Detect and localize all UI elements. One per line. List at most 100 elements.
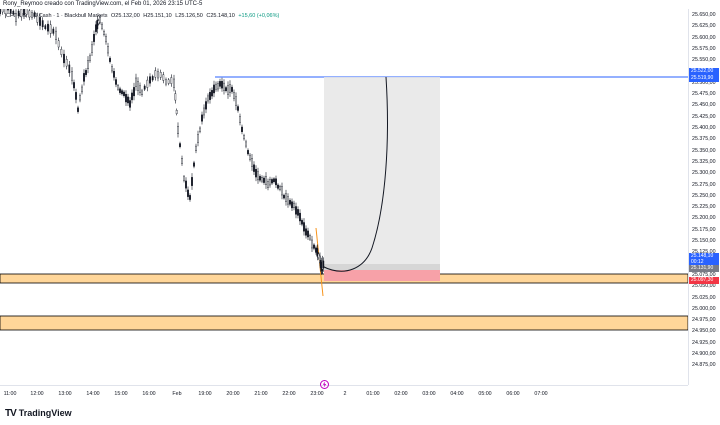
candle-body bbox=[154, 70, 157, 78]
candle-body bbox=[245, 141, 247, 147]
time-tick-label: 02:00 bbox=[394, 391, 408, 397]
candlestick-series[interactable] bbox=[0, 9, 325, 275]
candle-body bbox=[87, 60, 89, 69]
time-tick-label: 07:00 bbox=[534, 391, 548, 397]
candle-body bbox=[191, 177, 193, 186]
candle-body bbox=[297, 209, 299, 216]
candle-body bbox=[221, 80, 223, 89]
candle-body bbox=[173, 78, 175, 88]
candle-body bbox=[177, 125, 179, 134]
tradingview-brand[interactable]: TV TradingView bbox=[5, 406, 72, 420]
candle-body bbox=[203, 107, 205, 116]
candle-body bbox=[25, 9, 28, 15]
tradingview-wordmark: TradingView bbox=[18, 408, 72, 418]
candle-body bbox=[259, 176, 261, 181]
candle-body bbox=[7, 9, 9, 11]
candle-body bbox=[289, 200, 291, 205]
candle-body bbox=[115, 79, 117, 85]
candle-body bbox=[239, 116, 241, 123]
price-tick-label: 25.025,00 bbox=[692, 294, 716, 301]
price-tick-label: 25.550,00 bbox=[692, 57, 716, 64]
candle-body bbox=[83, 73, 85, 82]
time-tick-label: 11:00 bbox=[3, 391, 17, 397]
ohlc-high: H25.151,10 bbox=[143, 13, 172, 19]
candle-body bbox=[211, 90, 213, 97]
candle-body bbox=[129, 100, 131, 108]
price-tick-label: 25.650,00 bbox=[692, 12, 716, 18]
chart-plot-area[interactable] bbox=[0, 9, 688, 385]
candle-body bbox=[175, 109, 178, 114]
candle-body bbox=[181, 157, 183, 164]
time-tick-label: 21:00 bbox=[254, 391, 268, 397]
price-tick-label: 25.425,00 bbox=[692, 113, 716, 120]
profit-zone-box[interactable] bbox=[324, 77, 440, 264]
time-tick-label: 01:00 bbox=[366, 391, 380, 397]
price-tick-label: 25.050,00 bbox=[692, 283, 716, 290]
candle-body bbox=[12, 10, 15, 15]
supply-zone-lower[interactable] bbox=[0, 315, 688, 331]
price-tick-label: 24.975,00 bbox=[692, 317, 716, 324]
candle-body bbox=[33, 12, 36, 17]
time-tick-label: 2 bbox=[343, 391, 347, 397]
candle-body bbox=[217, 83, 219, 90]
candle-body bbox=[41, 20, 44, 28]
time-tick-label: 06:00 bbox=[506, 391, 520, 397]
candle-body bbox=[162, 74, 165, 81]
candle-body bbox=[79, 95, 81, 101]
candle-body bbox=[277, 184, 279, 189]
time-axis[interactable] bbox=[0, 385, 688, 402]
candle-body bbox=[52, 28, 55, 34]
ohlc-close: C25.148,10 bbox=[206, 13, 235, 19]
candle-body bbox=[57, 40, 60, 48]
time-tick-label: 23:00 bbox=[310, 391, 324, 397]
candle-body bbox=[121, 90, 123, 95]
candle-body bbox=[167, 79, 170, 84]
price-tick-label: 25.325,00 bbox=[692, 158, 716, 165]
stop-price-tag: 25.097,30 bbox=[689, 277, 719, 284]
time-tick-label: 12:00 bbox=[30, 391, 44, 397]
price-tick-label: 25.275,00 bbox=[692, 181, 716, 188]
price-tick-label: 25.600,00 bbox=[692, 34, 716, 41]
candle-body bbox=[151, 76, 154, 81]
symbol-legend[interactable]: CFD US 100 Cash · 1 · Blackbull Markets … bbox=[6, 13, 281, 19]
candle-body bbox=[141, 90, 143, 96]
candle-body bbox=[299, 212, 301, 222]
symbol-name[interactable]: CFD US 100 Cash · 1 · Blackbull Markets bbox=[6, 13, 108, 19]
candle-body bbox=[227, 85, 229, 95]
candle-body bbox=[127, 96, 129, 104]
price-tick-label: 24.900,00 bbox=[692, 351, 716, 357]
candle-body bbox=[183, 176, 185, 181]
candle-body bbox=[105, 36, 107, 43]
candle-body bbox=[85, 70, 87, 76]
candle-body bbox=[91, 44, 93, 53]
time-tick-label: 04:00 bbox=[450, 391, 464, 397]
candle-body bbox=[60, 49, 63, 55]
candle-body bbox=[241, 126, 243, 133]
candle-body bbox=[313, 244, 315, 249]
candle-body bbox=[255, 168, 257, 178]
candle-body bbox=[125, 93, 127, 103]
candle-body bbox=[119, 88, 121, 93]
flash-icon[interactable] bbox=[320, 380, 329, 389]
candle-body bbox=[199, 127, 201, 132]
candle-body bbox=[23, 9, 25, 16]
candle-body bbox=[149, 76, 151, 84]
candle-body bbox=[273, 178, 275, 182]
candle-body bbox=[235, 96, 237, 106]
candle-body bbox=[195, 145, 197, 152]
candle-body bbox=[247, 150, 249, 155]
candle-body bbox=[229, 84, 231, 93]
projection-curve[interactable] bbox=[321, 76, 388, 272]
price-tick-label: 25.400,00 bbox=[692, 125, 716, 131]
candle-body bbox=[47, 23, 49, 32]
candle-body bbox=[253, 164, 255, 172]
candle-body bbox=[281, 186, 283, 196]
time-tick-label: 13:00 bbox=[58, 391, 72, 397]
candle-body bbox=[159, 71, 162, 78]
candle-body bbox=[28, 10, 31, 18]
stop-zone-box[interactable] bbox=[324, 270, 440, 281]
candle-body bbox=[55, 30, 57, 41]
candle-body bbox=[65, 59, 68, 67]
entry-zone-box[interactable] bbox=[324, 264, 440, 270]
candle-body bbox=[205, 101, 207, 110]
